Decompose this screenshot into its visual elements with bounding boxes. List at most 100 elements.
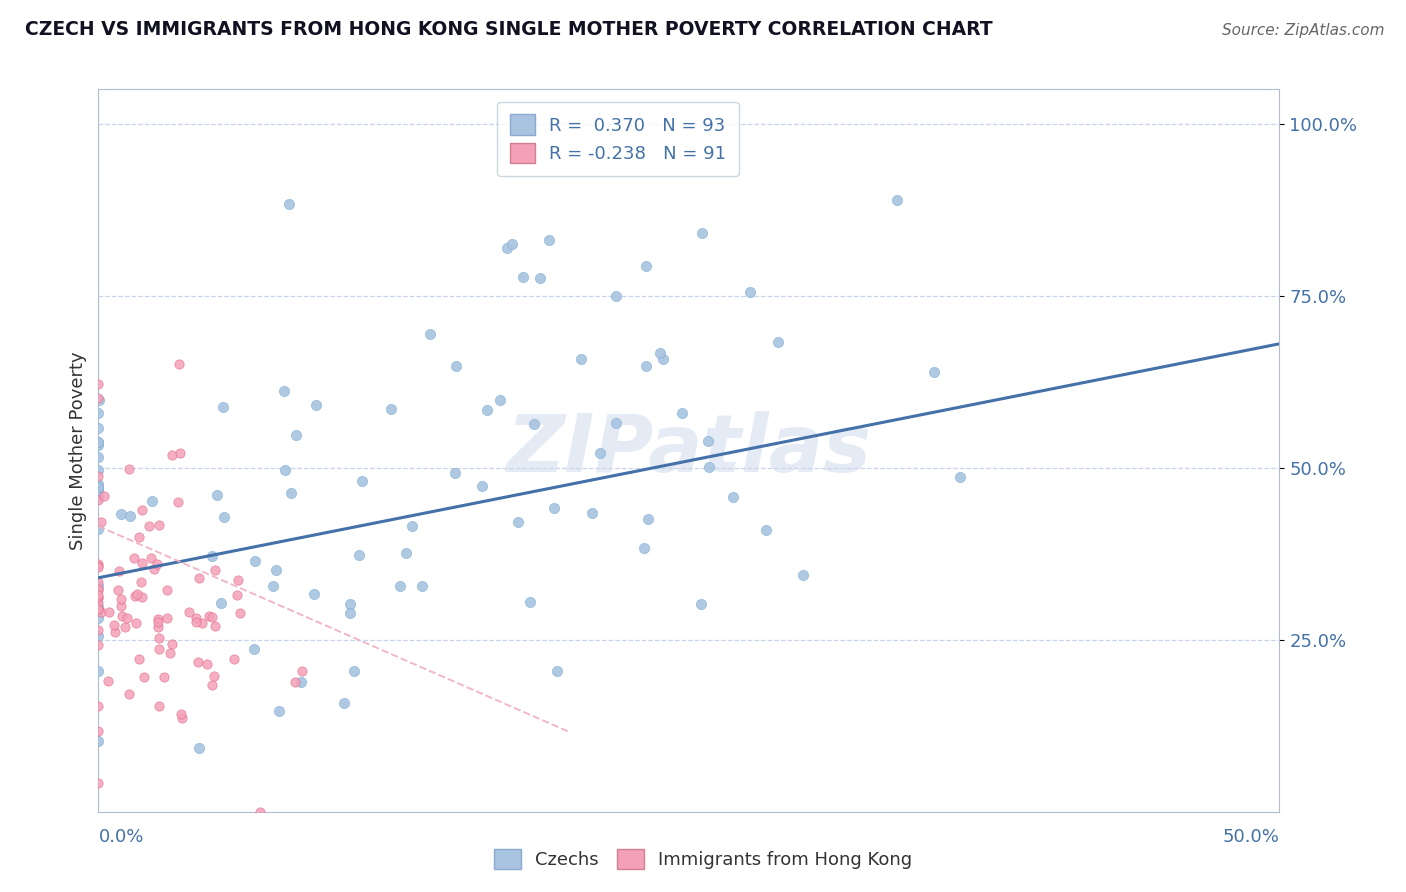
Point (352, 475, 374, 489)
Point (243, 641, 266, 656)
Point (87, 638, 110, 652)
Point (87, 734, 110, 748)
Point (633, 541, 655, 555)
Point (696, 434, 718, 449)
Text: CZECH VS IMMIGRANTS FROM HONG KONG SINGLE MOTHER POVERTY CORRELATION CHART: CZECH VS IMMIGRANTS FROM HONG KONG SINGL… (25, 20, 993, 38)
Point (197, 608, 219, 623)
Point (87, 629, 110, 643)
Point (766, 334, 789, 349)
Point (264, 563, 287, 577)
Point (97, 605, 120, 619)
Point (87, 450, 110, 465)
Point (87, 624, 110, 638)
Point (228, 606, 250, 620)
Point (172, 711, 194, 725)
Point (114, 619, 136, 633)
Point (169, 446, 191, 460)
Point (156, 582, 179, 597)
Point (87, 376, 110, 391)
Point (87, 476, 110, 491)
Point (90, 605, 112, 619)
Point (495, 241, 517, 255)
Point (118, 687, 141, 701)
Point (115, 611, 138, 625)
Point (285, 428, 308, 442)
Point (87, 559, 110, 574)
Point (87, 595, 110, 609)
Point (537, 234, 560, 248)
Point (738, 285, 761, 300)
Point (160, 448, 183, 462)
Point (512, 270, 534, 285)
Point (411, 579, 433, 593)
Point (690, 597, 713, 611)
Point (508, 515, 530, 529)
Legend: Czechs, Immigrants from Hong Kong: Czechs, Immigrants from Hong Kong (485, 839, 921, 879)
Point (605, 416, 627, 430)
Point (87, 588, 110, 602)
Point (546, 665, 568, 679)
Point (204, 618, 226, 632)
Point (87, 481, 110, 495)
Point (148, 641, 170, 656)
Point (204, 563, 226, 577)
Point (212, 401, 235, 415)
Point (146, 615, 169, 629)
Point (87, 490, 110, 504)
Point (87, 599, 110, 614)
Point (187, 570, 209, 584)
Point (792, 567, 814, 582)
Point (87, 558, 110, 573)
Point (388, 579, 411, 593)
Point (650, 346, 672, 360)
Point (886, 193, 908, 207)
Point (148, 631, 170, 645)
Point (339, 606, 361, 620)
Point (142, 562, 165, 576)
Point (444, 466, 467, 480)
Point (87, 698, 110, 713)
Point (148, 619, 170, 633)
Point (87, 435, 110, 450)
Point (226, 573, 249, 587)
Point (280, 485, 302, 500)
Point (127, 587, 149, 601)
Point (721, 490, 744, 504)
Point (581, 506, 603, 520)
Point (471, 478, 494, 492)
Point (90, 515, 112, 529)
Point (202, 669, 225, 683)
Point (201, 678, 224, 692)
Point (145, 558, 167, 572)
Point (141, 493, 163, 508)
Point (922, 365, 945, 379)
Point (605, 288, 627, 302)
Point (380, 402, 402, 417)
Point (125, 615, 148, 630)
Point (184, 615, 207, 630)
Point (222, 652, 245, 666)
Point (690, 226, 713, 240)
Point (87, 558, 110, 572)
Point (333, 697, 356, 711)
Point (87, 664, 110, 678)
Point (128, 652, 150, 666)
Point (267, 705, 290, 719)
Point (96, 674, 118, 689)
Point (129, 574, 152, 589)
Point (124, 590, 146, 604)
Point (160, 637, 183, 651)
Point (148, 699, 170, 714)
Point (131, 557, 153, 571)
Point (87, 602, 110, 616)
Point (571, 352, 593, 367)
Point (652, 351, 675, 366)
Point (201, 549, 224, 563)
Point (139, 550, 162, 565)
Point (110, 507, 132, 521)
Legend: R =  0.370   N = 93, R = -0.238   N = 91: R = 0.370 N = 93, R = -0.238 N = 91 (498, 102, 740, 176)
Point (188, 740, 211, 755)
Point (87, 483, 110, 498)
Point (104, 625, 127, 640)
Point (636, 259, 658, 273)
